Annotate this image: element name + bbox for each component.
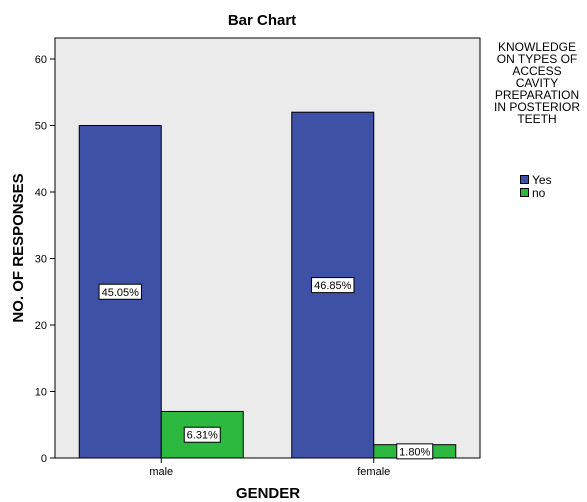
bar-group: 45.05% 6.31% 46.85% 1.80% <box>78 111 457 460</box>
legend-item-no: no <box>520 185 552 200</box>
legend: Yes no <box>520 172 552 200</box>
data-label: 46.85% <box>314 280 352 292</box>
legend-label-no: no <box>532 185 546 200</box>
y-tick-label: 30 <box>35 254 47 266</box>
y-tick-label: 0 <box>41 453 47 465</box>
y-tick-label: 40 <box>35 187 47 199</box>
chart-title: Bar Chart <box>228 12 296 29</box>
data-label-box <box>98 283 142 300</box>
data-label: 45.05% <box>102 287 140 299</box>
legend-title: KNOWLEDGE ON TYPES OF ACCESS CAVITY PREP… <box>493 40 580 126</box>
x-tick-label: male <box>149 466 173 478</box>
y-tick-label: 50 <box>35 121 47 133</box>
y-tick-label: 10 <box>35 387 47 399</box>
legend-label-yes: Yes <box>532 172 552 187</box>
data-label-box <box>396 443 434 460</box>
y-axis: 0 10 20 30 40 50 60 <box>35 54 55 465</box>
x-axis-label: GENDER <box>236 485 300 502</box>
legend-swatch-yes <box>520 175 529 184</box>
data-label-box <box>183 426 221 443</box>
data-label-box <box>311 277 355 294</box>
y-tick-label: 60 <box>35 54 47 66</box>
y-axis-label: NO. OF RESPONSES <box>10 173 27 322</box>
x-tick-label: female <box>357 466 390 478</box>
data-label: 6.31% <box>187 430 218 442</box>
legend-item-yes: Yes <box>520 172 552 187</box>
legend-swatch-no <box>520 188 529 197</box>
data-label: 1.80% <box>399 446 430 458</box>
x-axis: male female <box>149 458 390 478</box>
y-tick-label: 20 <box>35 320 47 332</box>
